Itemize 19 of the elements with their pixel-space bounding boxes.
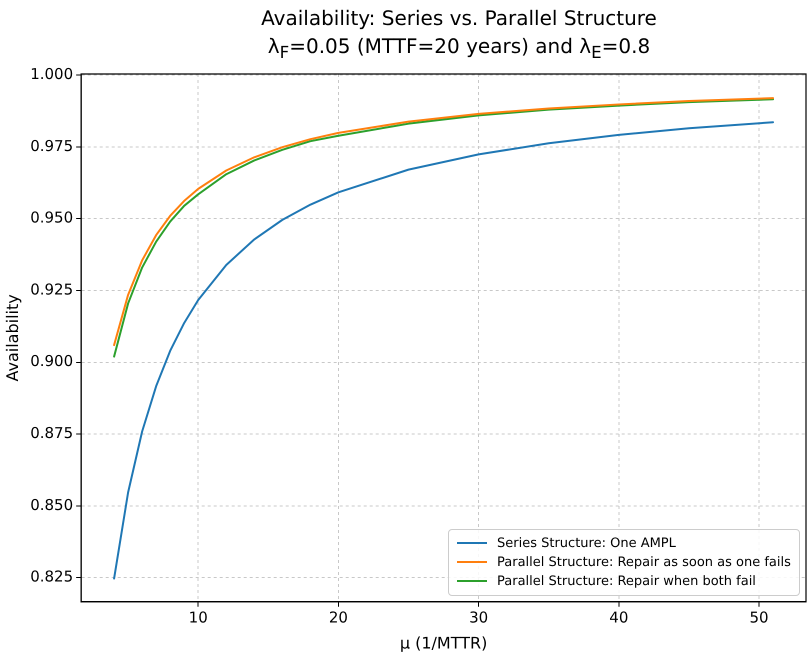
y-tick-label: 0.925 xyxy=(30,280,74,298)
legend-label: Series Structure: One AMPL xyxy=(497,536,676,551)
chart-title: Availability: Series vs. Parallel Structure λ$_{F}$=0.05 (MTTF=20 years) and λ$_{E}$=0.8 xyxy=(260,5,658,64)
y-tick-label: 0.850 xyxy=(30,496,74,514)
y-tick-label: 0.975 xyxy=(30,136,74,155)
x-tick-label: 10 xyxy=(188,608,208,627)
y-tick-label: 0.900 xyxy=(30,352,74,370)
legend-label: Parallel Structure: Repair as soon as one fails xyxy=(497,554,791,570)
y-tick-label: 0.950 xyxy=(30,208,74,227)
x-tick-label: 50 xyxy=(749,608,769,627)
y-tick-label: 0.875 xyxy=(30,424,74,442)
legend-label: Parallel Structure: Repair when both fail xyxy=(497,574,756,589)
x-tick-label: 20 xyxy=(328,608,348,627)
y-axis-title: Availability xyxy=(2,294,22,382)
x-tick-label: 40 xyxy=(609,608,628,627)
x-axis-title: μ (1/MTTR) xyxy=(400,634,488,653)
x-tick-label: 30 xyxy=(469,608,488,627)
y-tick-label: 0.825 xyxy=(30,568,74,586)
y-tick-label: 1.000 xyxy=(30,65,74,84)
